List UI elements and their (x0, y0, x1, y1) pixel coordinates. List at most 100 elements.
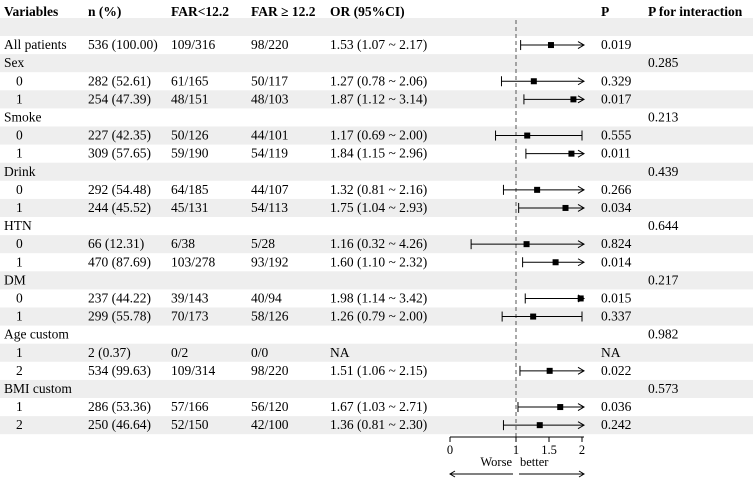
far-low-value: 64/185 (171, 182, 209, 197)
ci-arrow-right (577, 149, 585, 158)
far-low-value: 57/166 (171, 399, 209, 414)
far-low-value: 45/131 (171, 200, 209, 215)
n-value: 470 (87.69) (88, 254, 151, 269)
p-value: 0.019 (601, 37, 632, 52)
p-value: NA (601, 345, 621, 360)
row-stripe (0, 307, 753, 326)
n-value: 309 (57.65) (88, 146, 151, 161)
x-tick-label: 1 (513, 443, 519, 457)
p-interaction-value: 0.982 (648, 327, 678, 342)
or-point (562, 204, 569, 211)
row-label: Age custom (4, 327, 69, 342)
row-stripe (0, 271, 753, 290)
n-value: 282 (52.61) (88, 73, 151, 88)
row-stripe (0, 162, 753, 181)
far-low-value: 70/173 (171, 309, 209, 324)
row-stripe (0, 343, 753, 362)
far-low-value: 0/2 (171, 345, 188, 360)
or-ci-value: 1.75 (1.04 ~ 2.93) (330, 200, 427, 215)
row-label: 1 (16, 200, 23, 215)
or-ci-value: 1.32 (0.81 ~ 2.16) (330, 182, 427, 197)
far-high-value: 54/113 (251, 200, 288, 215)
header-stripe (0, 18, 753, 36)
or-ci-value: 1.16 (0.32 ~ 4.26) (330, 236, 427, 251)
far-high-value: 56/120 (251, 399, 289, 414)
n-value: 237 (44.22) (88, 291, 151, 306)
or-point (557, 404, 564, 411)
far-low-value: 59/190 (171, 146, 209, 161)
or-point (523, 241, 530, 248)
row-label: 1 (16, 345, 23, 360)
far-low-value: 48/151 (171, 91, 209, 106)
row-stripe (0, 90, 753, 109)
x-tick-label: 1.5 (541, 443, 557, 457)
header-far-high: FAR ≥ 12.2 (251, 4, 316, 19)
row-label: 1 (16, 254, 23, 269)
n-value: 536 (100.00) (88, 37, 158, 52)
n-value: 2 (0.37) (88, 345, 131, 360)
header-p: P (601, 4, 609, 19)
far-low-value: 6/38 (171, 236, 195, 251)
row-label: 0 (16, 128, 23, 143)
or-point (536, 422, 543, 429)
far-low-value: 109/316 (171, 37, 216, 52)
far-high-value: 58/126 (251, 309, 289, 324)
or-ci-value: 1.84 (1.15 ~ 2.96) (330, 146, 427, 161)
header-p-interaction: P for interaction (648, 4, 743, 19)
or-point (577, 295, 584, 302)
p-value: 0.242 (601, 417, 631, 432)
row-label: Sex (4, 55, 25, 70)
p-value: 0.017 (601, 91, 632, 106)
or-ci-value: 1.26 (0.79 ~ 2.00) (330, 309, 427, 324)
row-label: 0 (16, 236, 23, 251)
header-variables: Variables (4, 4, 58, 19)
better-label: better (520, 455, 549, 469)
p-value: 0.022 (601, 363, 631, 378)
row-label: 1 (16, 91, 23, 106)
ci-arrow-right (577, 258, 585, 267)
p-value: 0.824 (601, 236, 632, 251)
p-value: 0.034 (601, 200, 632, 215)
far-low-value: 39/143 (171, 291, 209, 306)
p-value: 0.014 (601, 254, 632, 269)
ci-arrow-right (577, 366, 585, 375)
row-label: 2 (16, 417, 23, 432)
or-ci-value: 1.36 (0.81 ~ 2.30) (330, 417, 427, 432)
p-value: 0.337 (601, 309, 632, 324)
or-point (547, 42, 554, 49)
far-high-value: 93/192 (251, 254, 289, 269)
header-far-low: FAR<12.2 (171, 4, 229, 19)
n-value: 254 (47.39) (88, 91, 151, 106)
ci-arrow-right (577, 421, 585, 430)
row-label: 1 (16, 399, 23, 414)
n-value: 250 (46.64) (88, 417, 151, 432)
n-value: 286 (53.36) (88, 399, 151, 414)
p-value: 0.011 (601, 146, 631, 161)
or-point (534, 186, 541, 193)
n-value: 534 (99.63) (88, 363, 151, 378)
row-label: HTN (4, 218, 32, 233)
worse-arrow-head (449, 470, 456, 478)
or-point (552, 259, 559, 266)
ci-arrow-right (577, 240, 585, 249)
ci-arrow-right (577, 41, 585, 49)
or-point (546, 367, 553, 374)
p-interaction-value: 0.439 (648, 164, 679, 179)
row-stripe (0, 379, 753, 398)
n-value: 299 (55.78) (88, 309, 151, 324)
row-label: 2 (16, 363, 23, 378)
better-arrow-head (578, 470, 585, 478)
p-value: 0.015 (601, 291, 632, 306)
row-label: Drink (4, 164, 36, 179)
x-tick-label: 0 (447, 443, 453, 457)
or-ci-value: 1.27 (0.78 ~ 2.06) (330, 73, 427, 88)
row-stripe (0, 198, 753, 217)
ci-arrow-right (577, 204, 585, 212)
x-tick-label: 2 (579, 443, 585, 457)
far-high-value: 42/100 (251, 417, 289, 432)
row-label: 0 (16, 291, 23, 306)
far-high-value: 0/0 (251, 345, 269, 360)
far-low-value: 61/165 (171, 73, 209, 88)
far-high-value: 98/220 (251, 363, 289, 378)
